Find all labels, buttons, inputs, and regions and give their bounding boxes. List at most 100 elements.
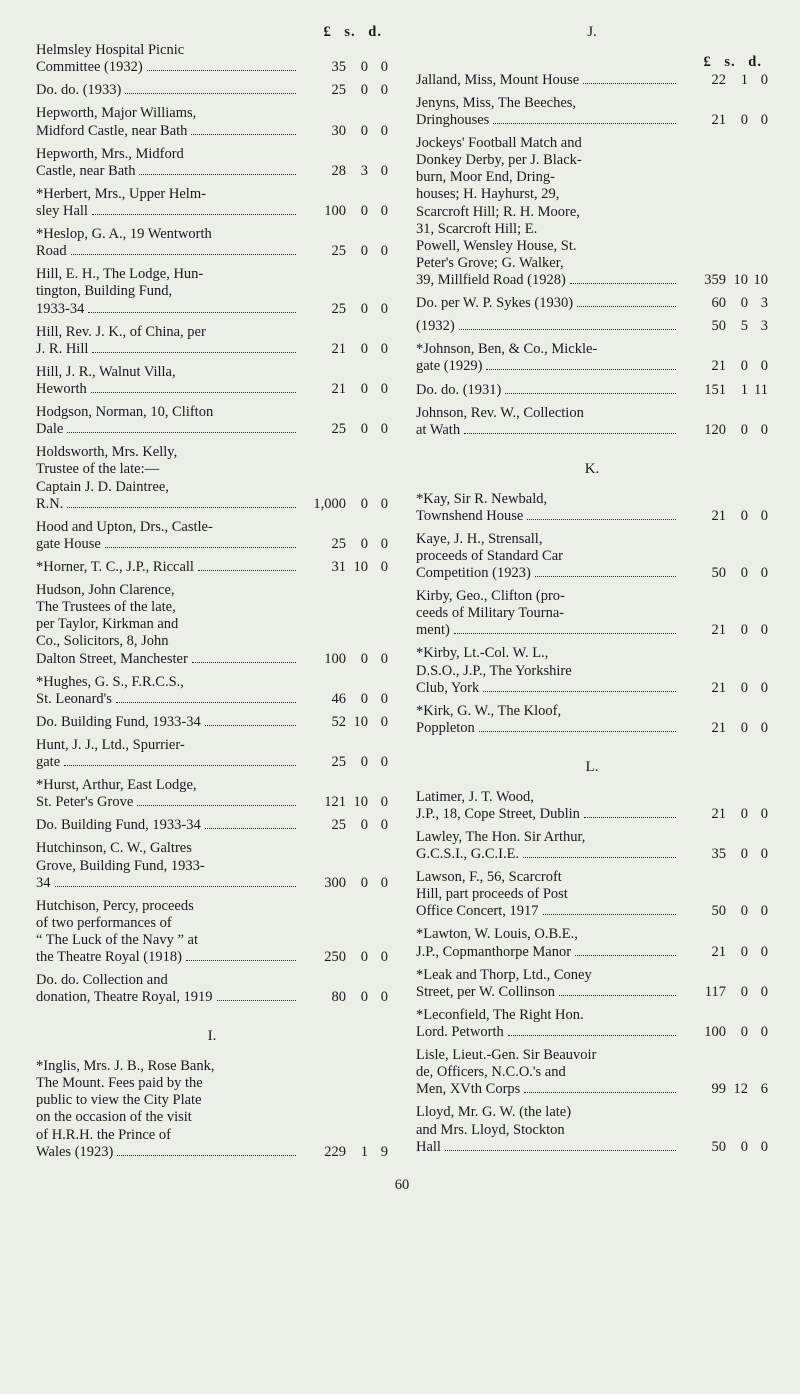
entry-line: Kaye, J. H., Strensall, bbox=[416, 531, 680, 548]
entry-tail-row: the Theatre Royal (1918) bbox=[36, 949, 300, 966]
amount-shillings: 0 bbox=[726, 422, 748, 439]
dot-leader bbox=[205, 828, 296, 829]
ledger-entry: Helmsley Hospital PicnicCommittee (1932)… bbox=[36, 42, 388, 82]
dot-leader bbox=[64, 765, 296, 766]
ledger-entry: Lawson, F., 56, ScarcroftHill, part proc… bbox=[416, 869, 768, 926]
amount-pence: 0 bbox=[368, 243, 388, 260]
amount-pence: 0 bbox=[368, 651, 388, 668]
entry-line: 31, Scarcroft Hill; E. bbox=[416, 221, 680, 238]
header-l: £ bbox=[320, 24, 336, 41]
entry-tail: St. Leonard's bbox=[36, 691, 112, 708]
entry-text: Hodgson, Norman, 10, CliftonDale bbox=[36, 404, 300, 438]
amount-pence: 0 bbox=[748, 422, 768, 439]
entry-tail: Do. Building Fund, 1933-34 bbox=[36, 817, 201, 834]
amount-pounds: 80 bbox=[300, 989, 346, 1006]
entry-text: Do. Building Fund, 1933-34 bbox=[36, 817, 300, 834]
entry-tail: gate bbox=[36, 754, 60, 771]
entry-amount: 12000 bbox=[680, 422, 768, 439]
amount-pounds: 46 bbox=[300, 691, 346, 708]
entry-line: on the occasion of the visit bbox=[36, 1109, 300, 1126]
amount-shillings: 0 bbox=[726, 1139, 748, 1156]
entry-line: *Heslop, G. A., 19 Wentworth bbox=[36, 226, 300, 243]
entry-line: Hood and Upton, Drs., Castle- bbox=[36, 519, 300, 536]
entry-text: *Hughes, G. S., F.R.C.S.,St. Leonard's bbox=[36, 674, 300, 708]
entry-text: *Inglis, Mrs. J. B., Rose Bank,The Mount… bbox=[36, 1058, 300, 1161]
entry-amount: 6003 bbox=[680, 295, 768, 312]
ledger-entry: Hodgson, Norman, 10, CliftonDale2500 bbox=[36, 404, 388, 444]
amount-shillings: 0 bbox=[726, 622, 748, 639]
entry-amount: 31100 bbox=[300, 559, 388, 576]
dot-leader bbox=[117, 1155, 296, 1156]
currency-header-left: £ s. d. bbox=[36, 24, 388, 41]
dot-leader bbox=[493, 123, 676, 124]
entry-tail: Poppleton bbox=[416, 720, 475, 737]
amount-pence: 3 bbox=[748, 318, 768, 335]
entry-tail: Office Concert, 1917 bbox=[416, 903, 539, 920]
amount-shillings: 0 bbox=[726, 565, 748, 582]
entry-tail-row: St. Leonard's bbox=[36, 691, 300, 708]
section-head-l: L. bbox=[416, 759, 768, 777]
amount-shillings: 5 bbox=[726, 318, 748, 335]
entry-tail: Do. Building Fund, 1933-34 bbox=[36, 714, 201, 731]
amount-shillings: 0 bbox=[346, 817, 368, 834]
entry-line: Johnson, Rev. W., Collection bbox=[416, 405, 680, 422]
amount-pounds: 359 bbox=[680, 272, 726, 289]
entry-line: de, Officers, N.C.O.'s and bbox=[416, 1064, 680, 1081]
amount-pounds: 31 bbox=[300, 559, 346, 576]
entry-amount: 30000 bbox=[300, 875, 388, 892]
entry-tail: 34 bbox=[36, 875, 51, 892]
entry-amount: 2100 bbox=[300, 341, 388, 358]
dot-leader bbox=[459, 329, 676, 330]
entry-tail: J.P., 18, Cope Street, Dublin bbox=[416, 806, 580, 823]
amount-shillings: 0 bbox=[726, 680, 748, 697]
amount-pence: 0 bbox=[368, 82, 388, 99]
entry-line: Grove, Building Fund, 1933- bbox=[36, 858, 300, 875]
dot-leader bbox=[191, 134, 296, 135]
amount-shillings: 0 bbox=[346, 651, 368, 668]
entry-amount: 52100 bbox=[300, 714, 388, 731]
entry-line: *Johnson, Ben, & Co., Mickle- bbox=[416, 341, 680, 358]
left-column: £ s. d. Helmsley Hospital PicnicCommitte… bbox=[36, 24, 388, 1167]
entry-amount: 2210 bbox=[680, 72, 768, 89]
entry-tail-row: Committee (1932) bbox=[36, 59, 300, 76]
entry-text: Hood and Upton, Drs., Castle-gate House bbox=[36, 519, 300, 553]
amount-pounds: 52 bbox=[300, 714, 346, 731]
entry-tail-row: sley Hall bbox=[36, 203, 300, 220]
dot-leader bbox=[479, 731, 676, 732]
amount-pounds: 28 bbox=[300, 163, 346, 180]
entry-amount: 151111 bbox=[680, 382, 768, 399]
entry-tail: sley Hall bbox=[36, 203, 88, 220]
dot-leader bbox=[577, 306, 676, 307]
dot-leader bbox=[67, 507, 296, 508]
amount-pounds: 250 bbox=[300, 949, 346, 966]
amount-pounds: 229 bbox=[300, 1144, 346, 1161]
ledger-entry: *Lawton, W. Louis, O.B.E.,J.P., Copmanth… bbox=[416, 926, 768, 966]
entry-amount: 2100 bbox=[680, 358, 768, 375]
entry-tail: J.P., Copmanthorpe Manor bbox=[416, 944, 571, 961]
entry-tail-row: (1932) bbox=[416, 318, 680, 335]
entry-amount: 2100 bbox=[680, 944, 768, 961]
entry-line: Holdsworth, Mrs. Kelly, bbox=[36, 444, 300, 461]
amount-pence: 0 bbox=[748, 806, 768, 823]
entry-line: ceeds of Military Tourna- bbox=[416, 605, 680, 622]
entry-amount: 2500 bbox=[300, 754, 388, 771]
ledger-entry: Do. do. Collection anddonation, Theatre … bbox=[36, 972, 388, 1012]
entry-line: Hepworth, Major Williams, bbox=[36, 105, 300, 122]
amount-shillings: 0 bbox=[726, 846, 748, 863]
ledger-entry: Kaye, J. H., Strensall,proceeds of Stand… bbox=[416, 531, 768, 588]
ledger-entry: Hudson, John Clarence,The Trustees of th… bbox=[36, 582, 388, 674]
entry-amount: 3000 bbox=[300, 123, 388, 140]
entry-tail: Street, per W. Collinson bbox=[416, 984, 555, 1001]
entry-line: D.S.O., J.P., The Yorkshire bbox=[416, 663, 680, 680]
entry-tail: donation, Theatre Royal, 1919 bbox=[36, 989, 213, 1006]
entry-tail-row: 1933-34 bbox=[36, 301, 300, 318]
amount-pounds: 60 bbox=[680, 295, 726, 312]
entry-line: and Mrs. Lloyd, Stockton bbox=[416, 1122, 680, 1139]
dot-leader bbox=[535, 576, 676, 577]
amount-pounds: 100 bbox=[300, 651, 346, 668]
entry-tail: gate (1929) bbox=[416, 358, 482, 375]
ledger-entry: Hill, E. H., The Lodge, Hun-tington, Bui… bbox=[36, 266, 388, 323]
entry-tail-row: Do. per W. P. Sykes (1930) bbox=[416, 295, 680, 312]
entry-line: *Herbert, Mrs., Upper Helm- bbox=[36, 186, 300, 203]
entry-line: Jockeys' Football Match and bbox=[416, 135, 680, 152]
